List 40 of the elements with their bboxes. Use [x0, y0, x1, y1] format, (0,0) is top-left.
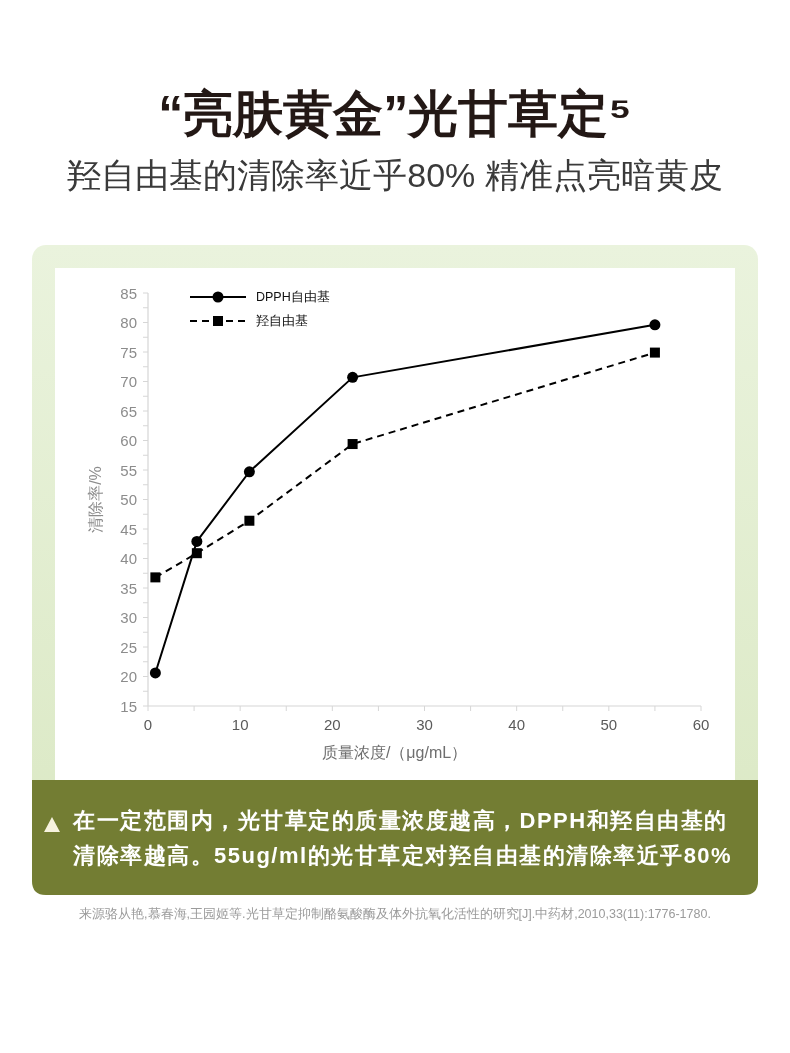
chart-title: “亮肤黄金”光甘草定⁵: [157, 85, 633, 144]
y-tick-label: 35: [120, 579, 137, 597]
x-tick-label: 50: [600, 715, 618, 733]
x-tick-label: 20: [323, 715, 341, 733]
y-tick-label: 55: [120, 461, 137, 479]
y-tick-label: 80: [120, 314, 137, 331]
y-tick-label: 65: [120, 402, 137, 420]
point: [649, 319, 661, 331]
x-tick-label: 40: [508, 715, 526, 733]
y-tick-label: 25: [120, 638, 137, 656]
y-tick-label: 85: [120, 284, 137, 302]
y-axis-title: 清除率/%: [86, 466, 104, 533]
y-tick-label: 45: [120, 520, 137, 538]
point: [149, 667, 161, 679]
point: [347, 439, 358, 450]
chart-subtitle: 羟自由基的清除率近乎80% 精准点亮暗黄皮: [66, 155, 724, 196]
y-tick-label: 60: [120, 432, 137, 449]
x-tick-label: 10: [231, 715, 249, 733]
legend-label: DPPH自由基: [256, 290, 330, 304]
y-tick-label: 30: [120, 609, 137, 626]
y-tick-label: 50: [120, 491, 137, 508]
point: [347, 371, 359, 383]
point: [243, 466, 255, 478]
point: [150, 572, 161, 583]
y-tick-label: 75: [120, 343, 137, 361]
y-tick-label: 15: [120, 697, 137, 715]
y-tick-label: 70: [120, 373, 137, 390]
x-axis-title: 质量浓度/（μg/mL）: [321, 743, 468, 761]
y-tick-label: 40: [120, 550, 137, 567]
point: [191, 535, 203, 547]
x-tick-label: 0: [143, 715, 153, 733]
x-tick-label: 30: [416, 715, 433, 733]
text: 来源骆从艳,慕春海,王园姬等.光甘草定抑制酪氨酸酶及体外抗氧化活性的研究[J].中药材,2010,33(11):1776-1780.: [78, 906, 712, 923]
y-tick-label: 20: [120, 668, 137, 685]
x-tick-label: 60: [692, 715, 710, 733]
point: [244, 515, 255, 526]
text: 在一定范围内，光甘草定的质量浓度越高，DPPH和羟自由基的清除率越高。55ug/ml的光甘草定对羟自由基的清除率近乎80%: [73, 807, 733, 870]
point: [191, 548, 202, 559]
point: [649, 347, 660, 358]
legend-label: 羟自由基: [256, 314, 308, 328]
